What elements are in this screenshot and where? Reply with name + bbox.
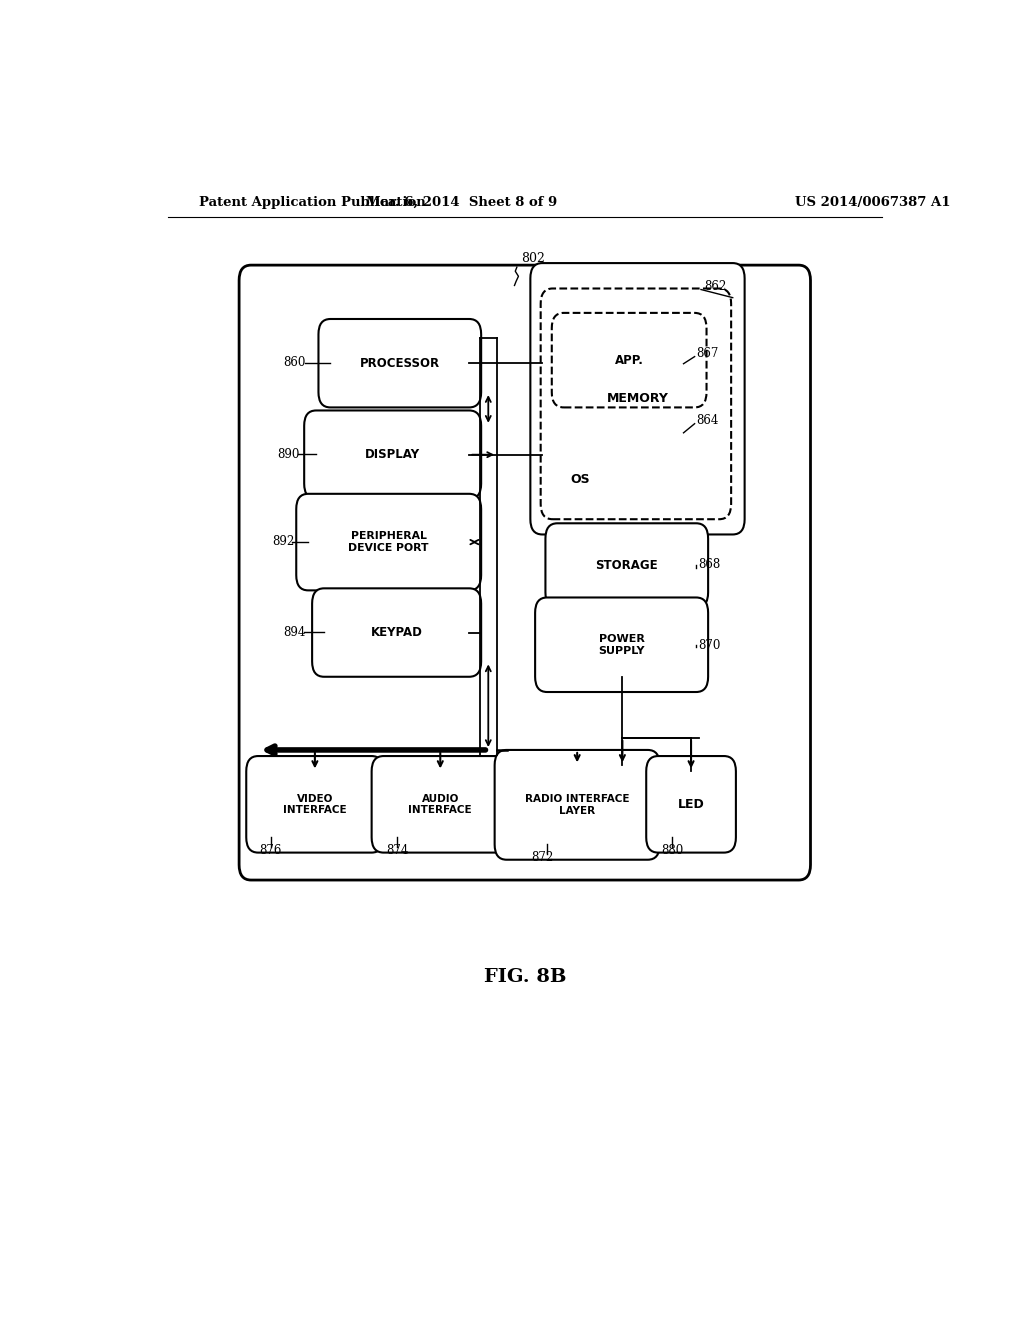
Text: 870: 870 <box>697 639 720 652</box>
Text: 890: 890 <box>278 447 300 461</box>
Text: APP.: APP. <box>614 354 644 367</box>
Text: 867: 867 <box>696 347 719 360</box>
FancyBboxPatch shape <box>318 319 481 408</box>
Text: 864: 864 <box>696 414 719 428</box>
FancyBboxPatch shape <box>546 523 709 607</box>
Text: RADIO INTERFACE
LAYER: RADIO INTERFACE LAYER <box>525 795 630 816</box>
Text: PROCESSOR: PROCESSOR <box>359 356 440 370</box>
FancyBboxPatch shape <box>304 411 481 499</box>
FancyBboxPatch shape <box>536 598 709 692</box>
Text: Patent Application Publication: Patent Application Publication <box>200 195 426 209</box>
FancyBboxPatch shape <box>240 265 811 880</box>
FancyBboxPatch shape <box>372 756 509 853</box>
Text: Mar. 6, 2014  Sheet 8 of 9: Mar. 6, 2014 Sheet 8 of 9 <box>366 195 557 209</box>
Text: LED: LED <box>678 797 705 810</box>
Text: 860: 860 <box>284 356 306 370</box>
Text: STORAGE: STORAGE <box>596 558 658 572</box>
Text: OS: OS <box>570 473 590 486</box>
Text: AUDIO
INTERFACE: AUDIO INTERFACE <box>409 793 472 816</box>
FancyBboxPatch shape <box>312 589 481 677</box>
Text: 874: 874 <box>386 843 409 857</box>
Text: MEMORY: MEMORY <box>606 392 669 405</box>
FancyBboxPatch shape <box>530 263 744 535</box>
Text: 862: 862 <box>705 280 726 293</box>
FancyBboxPatch shape <box>541 289 731 519</box>
FancyBboxPatch shape <box>246 756 384 853</box>
FancyBboxPatch shape <box>552 313 707 408</box>
Text: 880: 880 <box>662 843 684 857</box>
FancyBboxPatch shape <box>646 756 736 853</box>
Text: 892: 892 <box>272 535 295 548</box>
Text: FIG. 8B: FIG. 8B <box>483 968 566 986</box>
Text: 872: 872 <box>531 851 553 865</box>
Text: 894: 894 <box>284 626 306 639</box>
Text: DISPLAY: DISPLAY <box>366 449 420 461</box>
Text: PERIPHERAL
DEVICE PORT: PERIPHERAL DEVICE PORT <box>348 531 429 553</box>
Text: VIDEO
INTERFACE: VIDEO INTERFACE <box>283 793 347 816</box>
Text: 876: 876 <box>260 843 283 857</box>
Text: KEYPAD: KEYPAD <box>371 626 423 639</box>
FancyBboxPatch shape <box>495 750 659 859</box>
Text: US 2014/0067387 A1: US 2014/0067387 A1 <box>795 195 950 209</box>
Text: 868: 868 <box>697 558 720 572</box>
Text: POWER
SUPPLY: POWER SUPPLY <box>598 634 645 656</box>
Text: 802: 802 <box>521 252 545 265</box>
FancyBboxPatch shape <box>296 494 481 590</box>
